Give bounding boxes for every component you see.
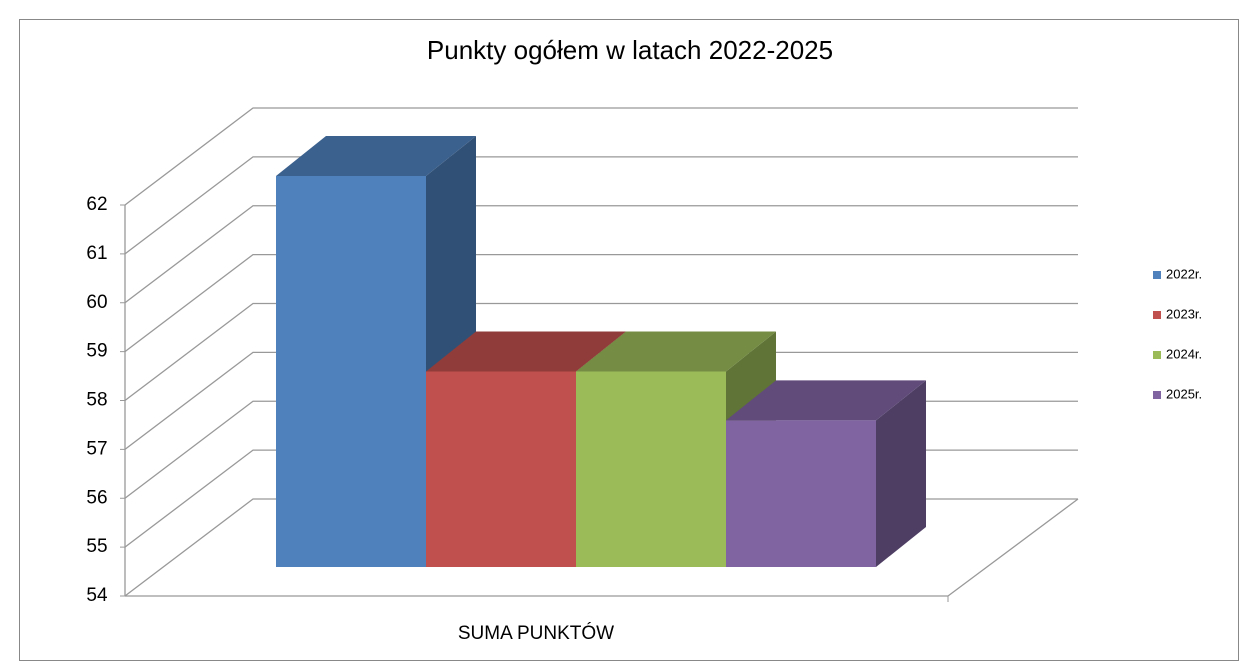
grid-line [124, 351, 1078, 450]
bar [426, 371, 576, 567]
legend-swatch [1153, 271, 1161, 279]
legend-label: 2025r. [1166, 386, 1202, 401]
bar [576, 371, 726, 567]
y-tick-label: 60 [86, 292, 107, 313]
legend-label: 2022r. [1166, 266, 1202, 281]
chart-title: Punkty ogółem w latach 2022-2025 [427, 35, 833, 65]
legend-label: 2023r. [1166, 306, 1202, 321]
grid-line [124, 107, 1078, 206]
y-tick-label: 57 [86, 438, 107, 459]
y-tick-label: 59 [86, 341, 107, 362]
y-tick-label: 55 [86, 536, 107, 557]
legend-swatch [1153, 391, 1161, 399]
bar-top [426, 331, 626, 372]
bar-side [876, 380, 926, 567]
grid-line [124, 302, 1078, 402]
bar-top [726, 380, 926, 421]
bar-top [576, 331, 776, 372]
y-tick-label: 58 [86, 390, 107, 411]
legend-swatch [1153, 311, 1161, 319]
x-tick-label: SUMA PUNKTÓW [458, 622, 614, 644]
legend-swatch [1153, 351, 1161, 359]
grid-line [124, 253, 1078, 353]
legend-label: 2024r. [1166, 346, 1202, 361]
y-tick-label: 54 [86, 585, 108, 606]
grid-line [124, 156, 1078, 255]
y-tick-label: 61 [86, 243, 107, 264]
grid-line [124, 205, 1078, 304]
y-tick-label: 62 [86, 194, 107, 215]
bar [276, 176, 426, 567]
bar [726, 420, 876, 567]
y-tick-label: 56 [86, 487, 107, 508]
bar-top [276, 136, 476, 176]
